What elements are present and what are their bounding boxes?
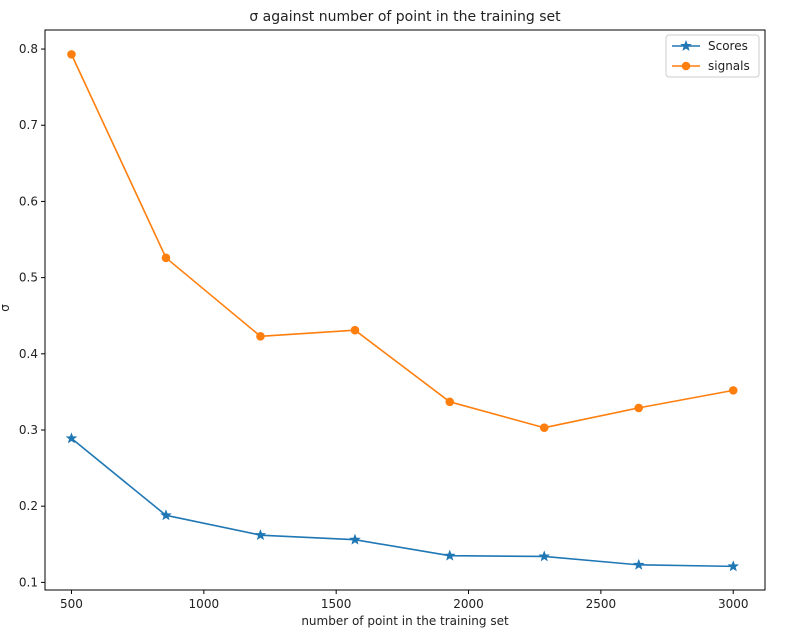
y-tick-label: 0.5 bbox=[19, 271, 38, 285]
y-axis-title: σ bbox=[0, 304, 12, 312]
data-point bbox=[538, 550, 550, 562]
series-line bbox=[70, 437, 734, 568]
data-point bbox=[161, 253, 171, 263]
y-tick-label: 0.6 bbox=[19, 194, 38, 208]
series-layer bbox=[65, 50, 739, 572]
x-tick-label: 2000 bbox=[453, 597, 484, 611]
x-tick-label: 3000 bbox=[718, 597, 749, 611]
y-axis: 0.1 0.2 0.3 0.4 0.5 0.6 0.7 0.8 bbox=[19, 42, 45, 589]
chart-title: σ against number of point in the trainin… bbox=[249, 9, 561, 25]
x-axis: 500 1000 1500 2000 2500 3000 bbox=[60, 590, 749, 611]
plot-area bbox=[44, 29, 766, 591]
x-tick-label: 1500 bbox=[321, 597, 352, 611]
data-point bbox=[632, 558, 645, 570]
data-point bbox=[443, 549, 456, 561]
y-tick-label: 0.7 bbox=[19, 118, 38, 132]
x-tick-label: 1000 bbox=[189, 597, 220, 611]
y-tick-label: 0.8 bbox=[19, 42, 38, 56]
series-line bbox=[70, 54, 734, 429]
legend-label: signals bbox=[708, 59, 750, 73]
x-tick-label: 2500 bbox=[586, 597, 617, 611]
data-point bbox=[256, 331, 265, 341]
x-axis-title: number of point in the training set bbox=[301, 614, 509, 628]
data-point bbox=[634, 403, 644, 413]
data-point bbox=[65, 432, 78, 444]
data-point bbox=[727, 560, 739, 572]
y-tick-label: 0.3 bbox=[19, 423, 38, 437]
series-scores bbox=[65, 432, 739, 572]
y-tick-label: 0.4 bbox=[19, 347, 38, 361]
x-tick-label: 500 bbox=[60, 597, 83, 611]
data-point bbox=[445, 397, 455, 407]
y-tick-label: 0.2 bbox=[19, 499, 38, 513]
data-point bbox=[349, 533, 361, 545]
data-point bbox=[350, 325, 360, 335]
legend: Scores signals bbox=[665, 34, 760, 78]
y-tick-label: 0.1 bbox=[19, 575, 38, 589]
data-point bbox=[160, 509, 172, 521]
legend-marker bbox=[681, 61, 691, 71]
legend-label: Scores bbox=[708, 39, 748, 53]
data-point bbox=[728, 386, 738, 395]
data-point bbox=[254, 529, 267, 541]
data-point bbox=[67, 50, 76, 59]
data-point bbox=[539, 423, 549, 433]
series-signals bbox=[67, 50, 738, 433]
legend-marker bbox=[680, 39, 692, 51]
legend-items: Scores signals bbox=[672, 39, 750, 73]
